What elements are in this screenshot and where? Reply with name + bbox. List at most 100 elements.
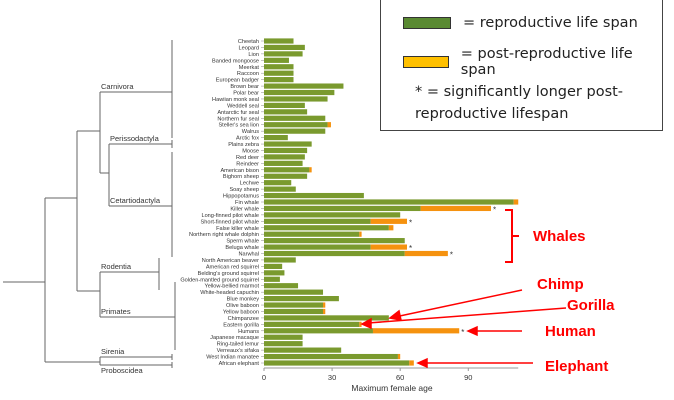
bar-reproductive <box>264 70 294 76</box>
species-label: Banded mongoose <box>212 58 259 64</box>
bar-reproductive <box>264 160 303 166</box>
bar-reproductive <box>264 225 389 231</box>
species-label: Weddell seal <box>227 103 259 109</box>
legend-swatch-green <box>403 17 451 29</box>
species-label: Verreaux's sifaka <box>217 348 260 354</box>
tree-root <box>3 40 176 368</box>
significance-star: * <box>450 251 453 260</box>
bar-post-reproductive <box>397 353 401 360</box>
bar-reproductive <box>264 44 305 51</box>
bar-reproductive <box>264 141 312 147</box>
species-label: Meerkat <box>239 65 260 71</box>
callout-human: Human <box>545 323 596 340</box>
species-label: Hawiian monk seal <box>212 97 259 103</box>
bar-post-reproductive <box>359 231 362 237</box>
bar-reproductive <box>264 167 310 173</box>
bar-reproductive <box>264 199 514 205</box>
species-label: Humans <box>238 329 259 335</box>
species-label: White-headed capuchin <box>200 290 259 296</box>
species-label: African elephant <box>219 361 260 367</box>
bar-reproductive <box>264 154 305 160</box>
species-label: Ring-tailed lemur <box>217 342 259 348</box>
species-label: Olive baboon <box>226 303 259 309</box>
bar-reproductive <box>264 296 339 302</box>
species-label: Belding's ground squirrel <box>198 271 259 277</box>
bar-post-reproductive <box>359 321 362 327</box>
clade-label: Perissodactyla <box>110 134 160 143</box>
bar-reproductive <box>264 83 344 89</box>
legend-label: = post-reproductive life span <box>460 46 633 78</box>
callout-elephant: Elephant <box>545 358 609 375</box>
bar-reproductive <box>264 270 285 276</box>
bar-reproductive <box>264 186 296 192</box>
bar-reproductive <box>264 147 308 154</box>
species-label: Bighorn sheep <box>223 174 259 180</box>
species-label: Beluga whale <box>225 245 259 251</box>
bar-reproductive <box>264 321 360 327</box>
bar-reproductive <box>264 192 364 199</box>
gorilla-arrowhead <box>360 317 372 330</box>
species-label: Hippopotamus <box>223 194 259 200</box>
bar-post-reproductive <box>372 328 460 334</box>
bar-reproductive <box>264 205 421 212</box>
bar-reproductive <box>264 244 371 250</box>
species-label: European badger <box>216 78 259 84</box>
significance-star: * <box>409 244 412 253</box>
clade-label: Rodentia <box>101 262 132 271</box>
significance-star: * <box>461 328 464 337</box>
bar-reproductive <box>264 57 289 63</box>
significance-star: * <box>409 218 412 227</box>
x-tick-label: 60 <box>396 373 404 382</box>
bar-reproductive <box>264 109 308 115</box>
species-label: Polar bear <box>233 91 259 97</box>
species-label: North American beaver <box>202 258 259 264</box>
gorilla-arrow <box>367 307 567 324</box>
clade-label: Carnivora <box>101 82 134 91</box>
species-label: Narwhal <box>238 252 259 258</box>
bar-post-reproductive <box>404 250 448 257</box>
bar-post-reproductive <box>409 360 414 366</box>
bar-reproductive <box>264 257 296 263</box>
species-label: Short-finned pilot whale <box>201 219 259 225</box>
bar-post-reproductive <box>370 244 408 250</box>
callout-whales: Whales <box>533 228 586 245</box>
legend-label: = reproductive life span <box>463 15 638 31</box>
species-label: Japanese macaque <box>210 335 259 341</box>
bar-post-reproductive <box>388 225 394 231</box>
bar-reproductive <box>264 173 308 179</box>
bar-reproductive <box>264 315 389 321</box>
species-label: American bison <box>220 168 259 174</box>
bar-reproductive <box>264 360 410 366</box>
bar-reproductive <box>264 128 326 134</box>
species-label: Arctic fox <box>236 136 259 142</box>
bar-reproductive <box>264 334 303 340</box>
bar-reproductive <box>264 77 294 83</box>
bar-reproductive <box>264 353 398 360</box>
bar-reproductive <box>264 289 324 295</box>
bar-reproductive <box>264 115 326 121</box>
species-label: Brown bear <box>230 84 259 90</box>
bar-reproductive <box>264 135 288 141</box>
species-label: Chimpanzee <box>228 316 259 322</box>
x-axis-title: Maximum female age <box>351 383 433 393</box>
bar-post-reproductive <box>370 218 408 224</box>
bar-reproductive <box>264 283 299 289</box>
bar-reproductive <box>264 341 303 347</box>
species-label: Sperm whale <box>226 239 259 245</box>
species-label: West Indian manatee <box>206 355 259 361</box>
x-tick-label: 30 <box>328 373 336 382</box>
callout-gorilla: Gorilla <box>567 297 615 314</box>
bar-reproductive <box>264 263 283 269</box>
species-label: Raccoon <box>237 71 259 77</box>
species-label: Golden-mantled ground squirrel <box>180 277 259 283</box>
species-label: Moose <box>242 148 259 154</box>
species-label: Antarctic fur seal <box>217 110 259 116</box>
species-label: Long-finned pilot whale <box>201 213 259 219</box>
species-label: Cheetah <box>238 39 259 45</box>
bar-reproductive <box>264 347 342 353</box>
bar-post-reproductive <box>327 122 331 128</box>
bar-reproductive <box>264 250 405 257</box>
bar-reproductive <box>264 308 324 315</box>
